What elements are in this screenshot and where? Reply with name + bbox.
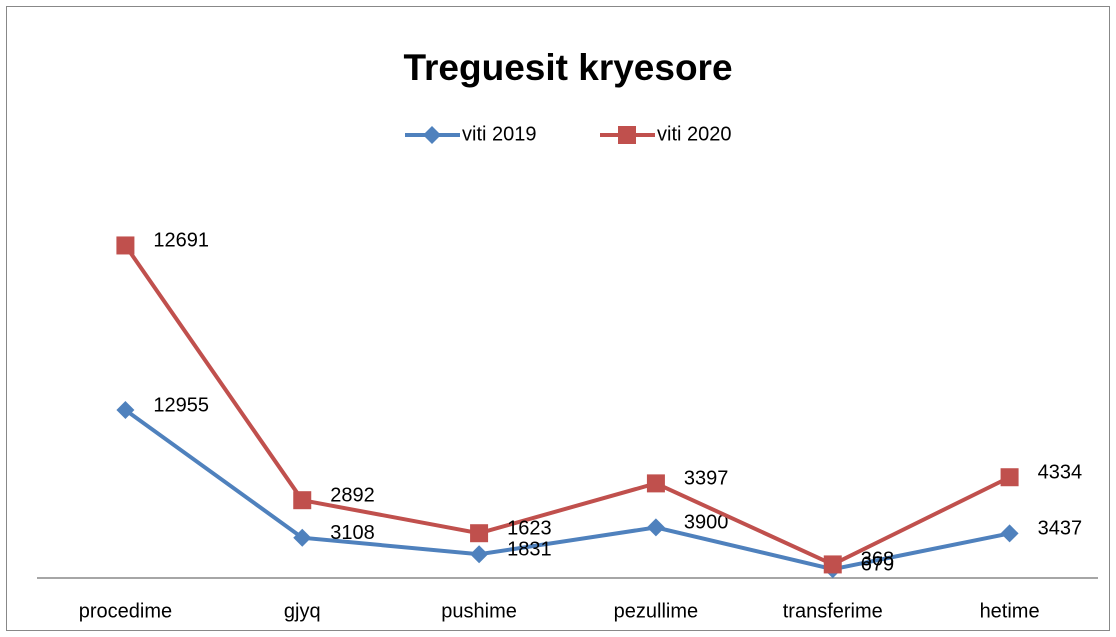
marker bbox=[423, 126, 441, 144]
data-label: 3108 bbox=[330, 522, 375, 544]
marker bbox=[470, 524, 489, 543]
x-tick-label: gjyq bbox=[284, 600, 321, 622]
marker bbox=[1000, 468, 1019, 487]
x-tick-label: procedime bbox=[79, 600, 172, 622]
data-label: 3397 bbox=[684, 468, 729, 490]
x-tick-label: transferime bbox=[783, 600, 883, 622]
chart-title: Treguesit kryesore bbox=[403, 47, 732, 88]
data-label: 2892 bbox=[330, 484, 375, 506]
data-label: 12691 bbox=[153, 230, 209, 252]
x-tick-label: pushime bbox=[441, 600, 517, 622]
marker bbox=[116, 401, 135, 420]
legend-label: viti 2020 bbox=[657, 123, 732, 145]
chart-border bbox=[6, 6, 1110, 631]
data-label: 1623 bbox=[507, 517, 552, 539]
x-tick-label: pezullime bbox=[614, 600, 698, 622]
marker bbox=[116, 236, 135, 255]
marker bbox=[646, 474, 665, 493]
line bbox=[123, 244, 1011, 567]
line bbox=[124, 408, 1010, 572]
data-label: 368 bbox=[861, 549, 894, 571]
data-label: 4334 bbox=[1038, 462, 1083, 484]
x-tick-label: hetime bbox=[980, 600, 1040, 622]
legend-label: viti 2019 bbox=[462, 123, 537, 145]
marker bbox=[293, 491, 312, 510]
marker bbox=[618, 126, 636, 144]
data-label: 679 bbox=[861, 553, 894, 575]
marker bbox=[646, 518, 665, 537]
marker bbox=[293, 528, 312, 547]
data-label: 3437 bbox=[1038, 518, 1083, 540]
data-label: 12955 bbox=[153, 394, 209, 416]
marker bbox=[823, 555, 842, 574]
marker bbox=[1000, 524, 1019, 543]
marker bbox=[470, 545, 489, 564]
data-label: 1831 bbox=[507, 539, 552, 561]
data-label: 3900 bbox=[684, 512, 729, 534]
